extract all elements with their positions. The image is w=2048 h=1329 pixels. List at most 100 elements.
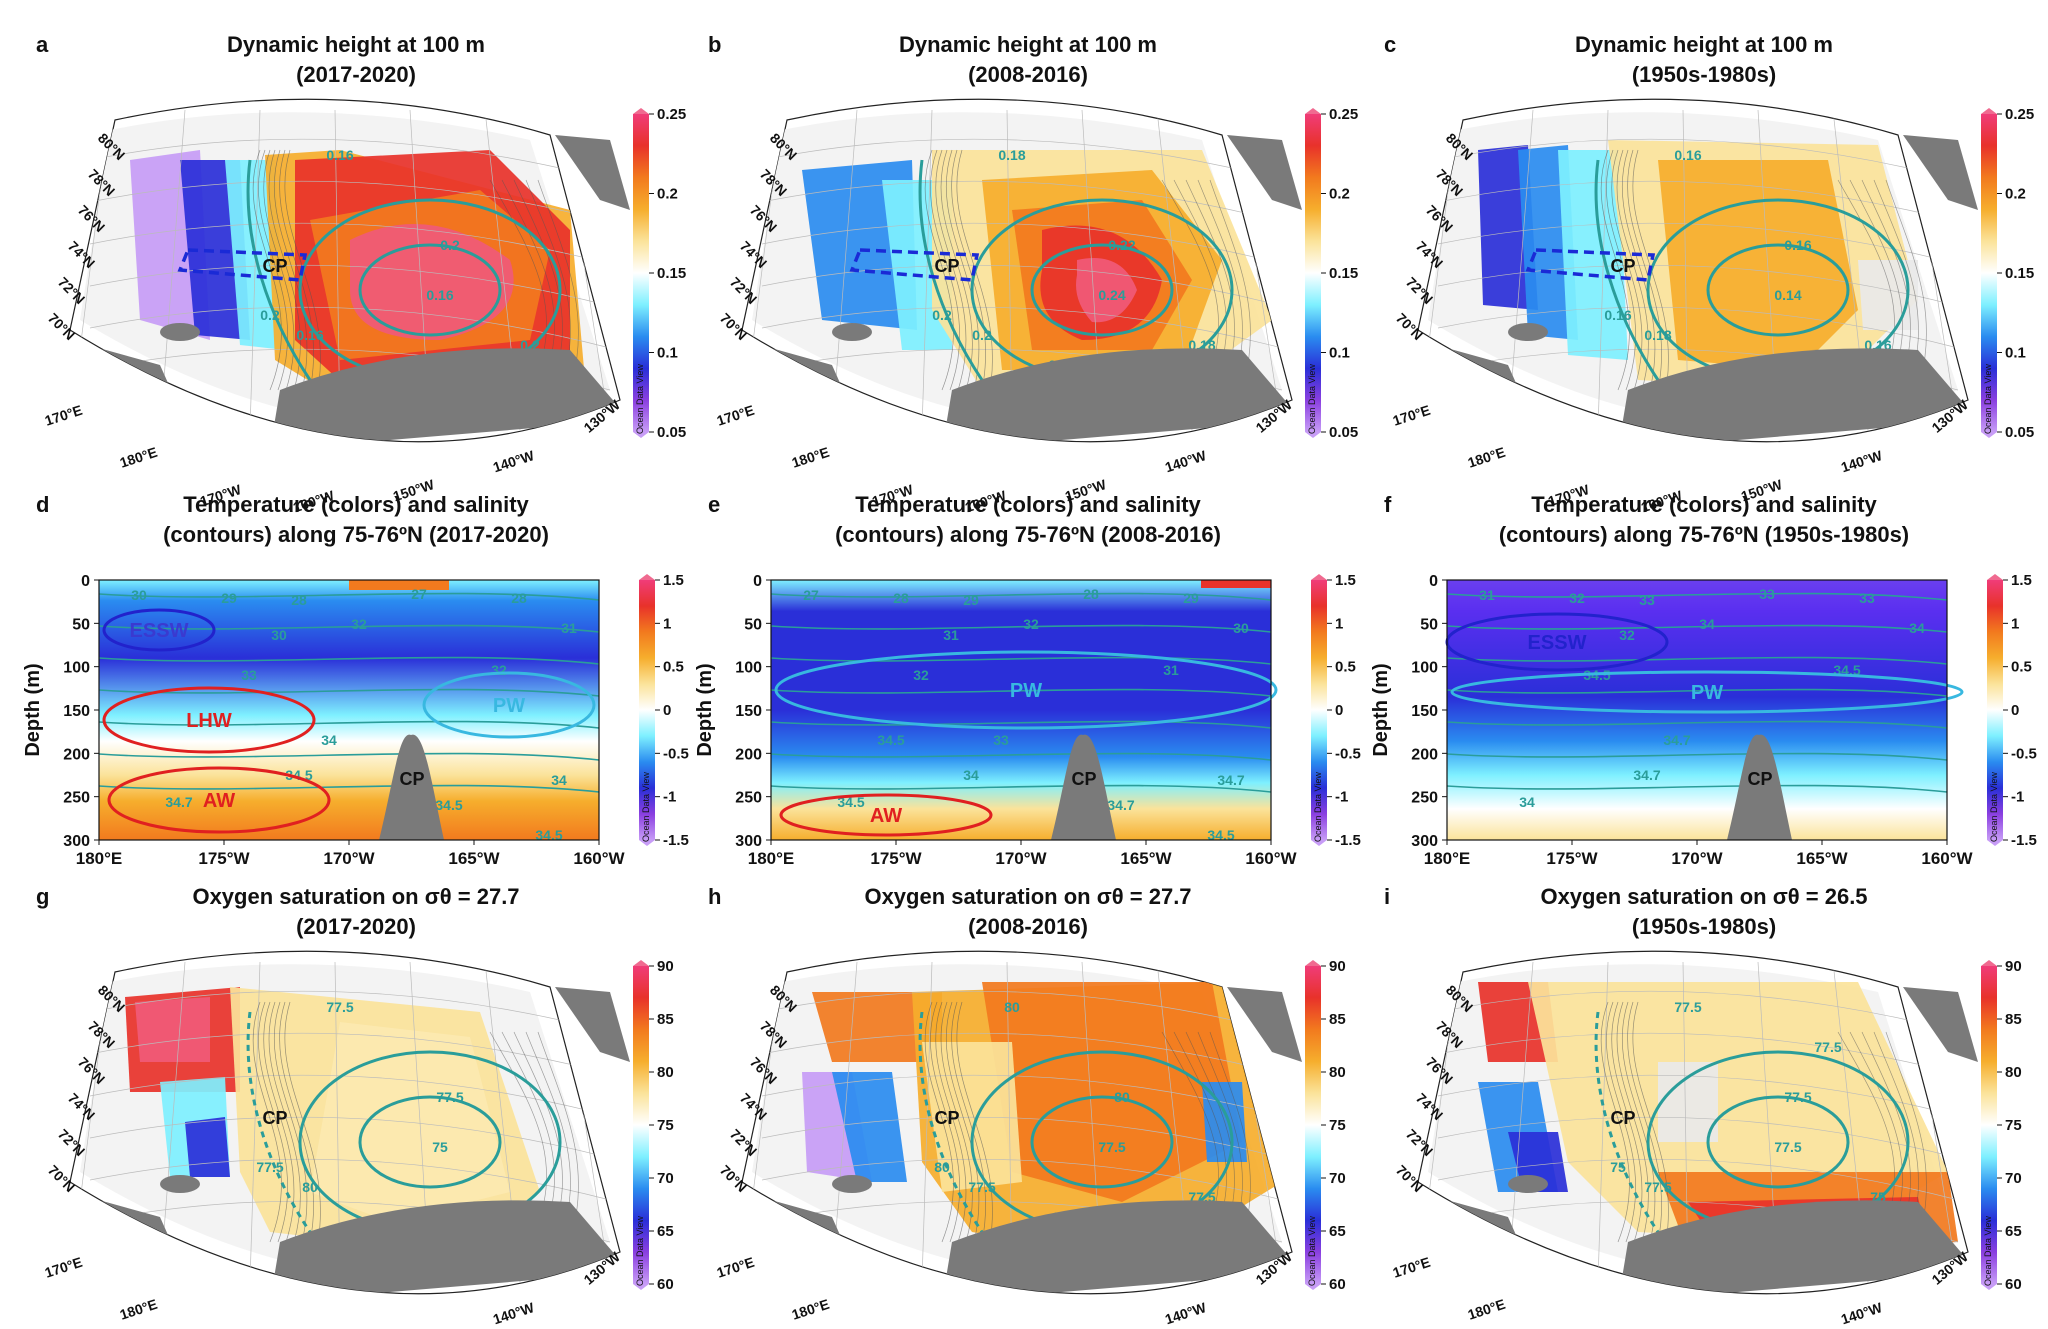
- contour-label: 77.5: [1814, 1039, 1841, 1055]
- y-tick-label: 150: [735, 703, 762, 720]
- x-tick-label: 175°W: [870, 849, 922, 868]
- contour-label: 30: [1233, 620, 1249, 636]
- bathymetry-line: [1606, 149, 1636, 391]
- colorbar-tick-label: -1.5: [663, 832, 689, 849]
- colorbar-tick-label: 0: [663, 702, 671, 719]
- bathymetry-line: [1616, 149, 1649, 391]
- map-panel: 0.180.20.220.240.20.180.16CP80°N78°N76°N…: [715, 98, 1358, 515]
- field-region: [135, 997, 210, 1062]
- salinity-contour: [1446, 752, 1948, 761]
- lon-label: 170°E: [1391, 402, 1432, 429]
- bathymetry-line: [1600, 149, 1630, 391]
- lon-label: 140°W: [1163, 1299, 1209, 1327]
- graticule-lat: [761, 1116, 1283, 1159]
- panel-title-line: (2008-2016): [968, 914, 1088, 939]
- lon-label: 140°W: [491, 447, 537, 475]
- panel-title: Temperature (colors) and salinity (contou…: [768, 490, 1288, 550]
- contour-label: 80: [302, 1179, 318, 1195]
- salinity-contour: [1446, 592, 1948, 601]
- contour-label: 0.18: [998, 147, 1025, 163]
- panel-title: Oxygen saturation on σθ = 27.7 (2008-2016…: [768, 882, 1288, 942]
- colorbar-cap-bottom: [633, 432, 649, 438]
- field-region: [185, 1117, 230, 1177]
- contour-label: 34.7: [1663, 732, 1690, 748]
- island-wrangel: [160, 323, 200, 341]
- salinity-contour: [98, 656, 600, 665]
- y-axis-label: Depth (m): [1370, 663, 1392, 756]
- contour-label: 0.16: [1604, 307, 1631, 323]
- x-tick-label: 170°W: [323, 849, 375, 868]
- lon-label: 170°E: [1391, 1254, 1432, 1281]
- contour-label: 33: [241, 667, 257, 683]
- colorbar-watermark: Ocean Data View: [1983, 364, 1993, 434]
- contour-label: 0.24: [1098, 287, 1125, 303]
- contour-label: 0.2: [972, 327, 992, 343]
- contour-label: 34: [551, 772, 567, 788]
- land-archipelago: [555, 135, 630, 210]
- lon-label: 140°W: [1839, 1299, 1885, 1327]
- graticule-lat: [89, 180, 611, 223]
- panel-title: Dynamic height at 100 m (2008-2016): [768, 30, 1288, 90]
- colorbar-cap-top: [1305, 108, 1321, 114]
- field-region: [1076, 258, 1137, 323]
- colorbar-watermark: Ocean Data View: [1307, 364, 1317, 434]
- colorbar-tick-label: 65: [2005, 1223, 2022, 1240]
- colorbar-cap-top: [633, 108, 649, 114]
- colorbar-tick-label: 1: [2011, 615, 2019, 632]
- graticule-lat: [89, 1116, 611, 1159]
- bathymetry-line: [951, 149, 986, 391]
- colorbar-tick-label: 80: [1329, 1064, 1346, 1081]
- graticule-lat: [761, 264, 1283, 307]
- panel-title-line: (contours) along 75-76ºN (1950s-1980s): [1498, 522, 1910, 547]
- contour-label: 29: [221, 590, 237, 606]
- panel-letter: d: [36, 492, 50, 517]
- contour-label: 27: [411, 586, 427, 602]
- bathymetry-line: [252, 149, 282, 391]
- contour-label: 77.5: [1674, 999, 1701, 1015]
- y-tick-label: 0: [1429, 573, 1438, 590]
- colorbar-cap-bottom: [1987, 840, 2003, 846]
- bathymetry-line: [956, 149, 993, 391]
- bathymetry-line: [279, 149, 314, 391]
- graticule-lat: [1437, 264, 1959, 307]
- colorbar-tick-label: 65: [1329, 1223, 1346, 1240]
- contour-label: 27: [803, 587, 819, 603]
- salinity-contour: [98, 688, 600, 697]
- graticule-lat: [761, 306, 1283, 349]
- graticule-lat: [1437, 1158, 1959, 1201]
- x-tick-label: 160°W: [1921, 849, 1973, 868]
- colorbar-cap-bottom: [1981, 432, 1997, 438]
- panel-letter: b: [708, 32, 722, 57]
- y-tick-label: 0: [753, 573, 762, 590]
- bathymetry-line: [268, 149, 301, 391]
- contour-label: 34.5: [1207, 827, 1234, 843]
- contour-line: [358, 243, 502, 337]
- salinity-contour: [1446, 688, 1948, 697]
- colorbar-tick-label: 0.2: [2005, 186, 2026, 203]
- water-mass-ellipse: [774, 650, 1278, 730]
- contour-label: 0.16: [296, 327, 323, 343]
- contour-label: 34: [963, 767, 979, 783]
- contour-label: 32: [491, 662, 507, 678]
- contour-label: 29: [963, 592, 979, 608]
- graticule-lat: [761, 180, 1283, 223]
- graticule-lat: [761, 990, 1283, 1033]
- contour-label: 33: [993, 732, 1009, 748]
- contour-label: 80: [1114, 1089, 1130, 1105]
- water-mass-ellipse: [102, 608, 216, 652]
- colorbar: [1305, 114, 1321, 432]
- panel-title-line: Oxygen saturation on σθ = 27.7: [864, 884, 1192, 909]
- colorbar-tick-label: 75: [2005, 1117, 2022, 1134]
- bathymetry-line: [924, 149, 954, 391]
- lon-label: 180°E: [1466, 444, 1507, 471]
- colorbar-tick-label: 0.5: [2011, 659, 2032, 676]
- water-mass-label: AW: [203, 790, 235, 812]
- x-tick-label: 180°E: [748, 849, 795, 868]
- colorbar-cap-bottom: [633, 1284, 649, 1290]
- colorbar-tick-label: -1: [2011, 789, 2024, 806]
- colorbar: [1981, 114, 1997, 432]
- field-region: [1658, 160, 1858, 370]
- contour-label: 0.16: [1674, 147, 1701, 163]
